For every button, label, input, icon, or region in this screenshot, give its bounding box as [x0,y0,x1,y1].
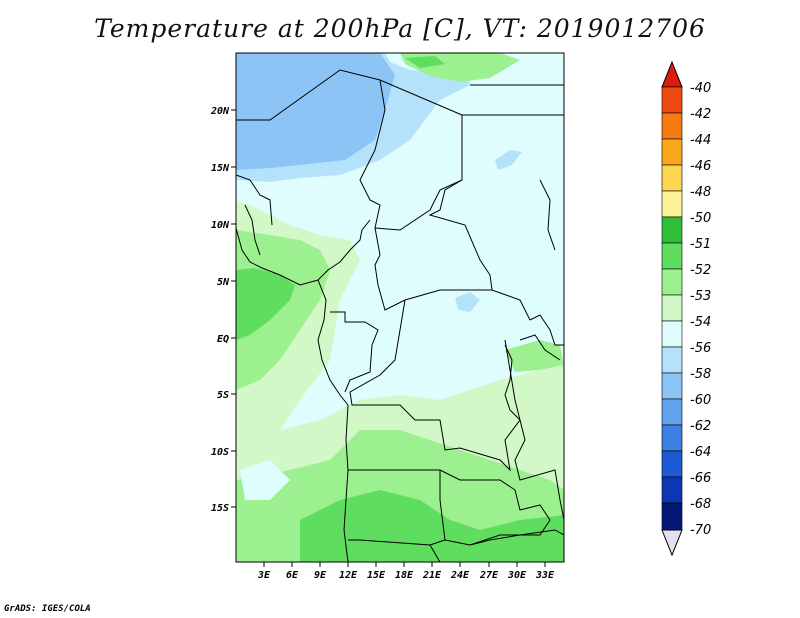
colorbar-block-8 [661,268,683,296]
green-band-west-dark [236,268,295,340]
boundary-cameroon [317,219,371,281]
cb-label-11: -56 [690,341,711,356]
colorbar-block-1 [661,86,683,114]
lat-label-5n: 5N [217,277,230,288]
colorbar-block-7 [661,242,683,270]
lat-label-15s: 15S [211,503,229,514]
cb-label-15: -64 [690,445,711,460]
cb-label-9: -53 [690,289,711,304]
boundary-north-2 [359,79,386,229]
colorbar-block-4 [661,164,683,192]
lat-label-20n: 20N [210,106,230,117]
colorbar-block-11 [661,346,683,374]
blue-spot-east [495,150,522,170]
cb-label-2: -42 [690,107,711,122]
cb-label-16: -66 [690,471,711,486]
cb-label-18: -70 [690,523,711,538]
lakes-east [504,344,564,521]
map-title: Temperature at 200hPa [C], VT: 201901270… [94,14,706,43]
lon-ticks [263,562,546,567]
lat-labels: 20N 15N 10N 5N EQ 5S 10S 15S [210,106,230,514]
boundary-lines [236,69,564,562]
colorbar-block-13 [661,398,683,426]
uganda-kenya [519,314,564,361]
colorbar-block-6 [661,216,683,244]
lat-label-10s: 10S [211,447,229,458]
lon-label-9e: 9E [314,570,327,581]
colorbar-block-14 [661,424,683,452]
colorbar: -40 -42 -44 -46 -48 -50 -51 -52 -53 -54 … [661,60,711,557]
west-boundaries [236,174,273,256]
cb-label-10: -54 [690,315,711,330]
boundary-sudan [462,84,564,251]
lon-label-27e: 27E [479,570,499,581]
colorbar-blocks [661,86,683,531]
colorbar-block-3 [661,138,683,166]
lon-label-6e: 6E [286,570,299,581]
green-patch-east-lake [505,340,564,372]
cb-label-7: -51 [690,237,711,252]
temperature-field [236,53,564,562]
colorbar-block-15 [661,450,683,478]
boundary-north-1 [236,69,463,231]
lat-label-15n: 15N [211,163,230,174]
colorbar-block-last [661,502,683,531]
lat-label-eq: EQ [217,334,229,345]
lat-label-5s: 5S [217,390,229,401]
boundary-zambia [439,469,551,546]
colorbar-block-12 [661,372,683,400]
cb-label-12: -58 [690,367,711,382]
lat-label-10n: 10N [211,220,230,231]
blue-spot-center [455,292,480,312]
cyan-patch-south [240,460,290,500]
cb-label-1: -40 [690,81,711,96]
boundary-drc [349,299,521,472]
lon-label-24e: 24E [450,570,470,581]
lon-label-3e: 3E [257,570,271,581]
boundary-chad [428,179,493,291]
colorbar-block-2 [661,112,683,140]
boundary-south [429,529,564,562]
cb-label-3: -44 [690,133,711,148]
colorbar-block-10 [661,320,683,348]
cold-region-blue [236,53,395,170]
lon-label-33e: 33E [535,570,555,581]
grads-credit: GrADS: IGES/COLA [4,604,91,614]
map-frame [235,52,565,563]
colorbar-block-16 [661,476,683,504]
lon-label-30e: 30E [507,570,527,581]
colorbar-labels: -40 -42 -44 -46 -48 -50 -51 -52 -53 -54 … [690,81,711,538]
colorbar-block-9 [661,294,683,322]
lon-label-18e: 18E [395,570,414,581]
cb-label-8: -52 [690,263,711,278]
colorbar-top-arrow [661,60,683,88]
cb-label-14: -62 [690,419,711,434]
green-region-south-dark [300,490,564,562]
lon-label-12e: 12E [339,570,358,581]
colorbar-bottom-arrow [661,529,683,557]
lon-label-15e: 15E [367,570,386,581]
green-patch-top-dark [405,56,445,68]
cb-label-6: -50 [690,211,711,226]
cb-label-5: -48 [690,185,711,200]
cb-label-13: -60 [690,393,711,408]
cb-label-4: -46 [690,159,711,174]
cb-label-17: -68 [690,497,711,512]
lat-ticks [231,109,236,508]
colorbar-block-5 [661,190,683,218]
lon-label-21e: 21E [422,570,442,581]
lon-labels: 3E 6E 9E 12E 15E 18E 21E 24E 27E 30E 33E [257,570,555,581]
boundary-gabon-congo [330,311,379,393]
